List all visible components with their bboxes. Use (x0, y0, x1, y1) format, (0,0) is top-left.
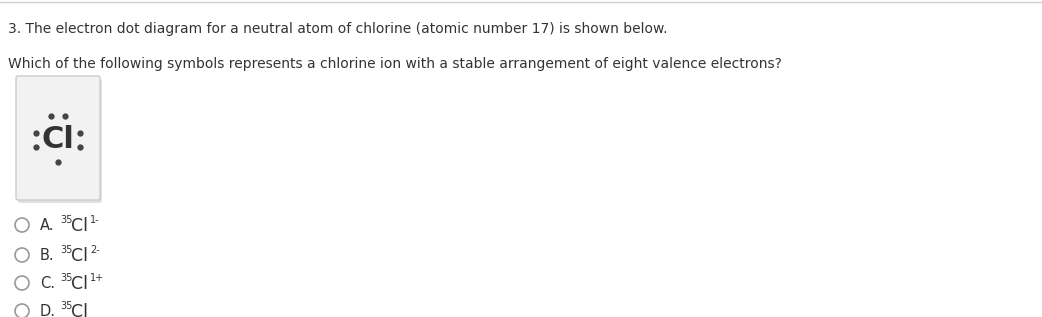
Text: Cl: Cl (71, 303, 88, 317)
Text: Cl: Cl (71, 275, 88, 293)
Text: 35: 35 (60, 215, 72, 225)
FancyBboxPatch shape (16, 76, 100, 200)
Text: D.: D. (40, 303, 56, 317)
FancyBboxPatch shape (18, 79, 102, 203)
Text: 2-: 2- (90, 245, 100, 255)
Text: 1+: 1+ (90, 273, 104, 283)
Text: 35: 35 (60, 273, 72, 283)
Text: B.: B. (40, 248, 54, 262)
Text: Cl: Cl (71, 247, 88, 265)
Text: A.: A. (40, 217, 54, 232)
Text: 1-: 1- (90, 215, 100, 225)
Text: 35: 35 (60, 245, 72, 255)
Text: 35: 35 (60, 301, 72, 311)
Text: Cl: Cl (42, 126, 74, 154)
Text: C.: C. (40, 275, 55, 290)
Text: 3. The electron dot diagram for a neutral atom of chlorine (atomic number 17) is: 3. The electron dot diagram for a neutra… (8, 22, 668, 36)
Text: Which of the following symbols represents a chlorine ion with a stable arrangeme: Which of the following symbols represent… (8, 57, 782, 71)
Text: Cl: Cl (71, 217, 88, 235)
